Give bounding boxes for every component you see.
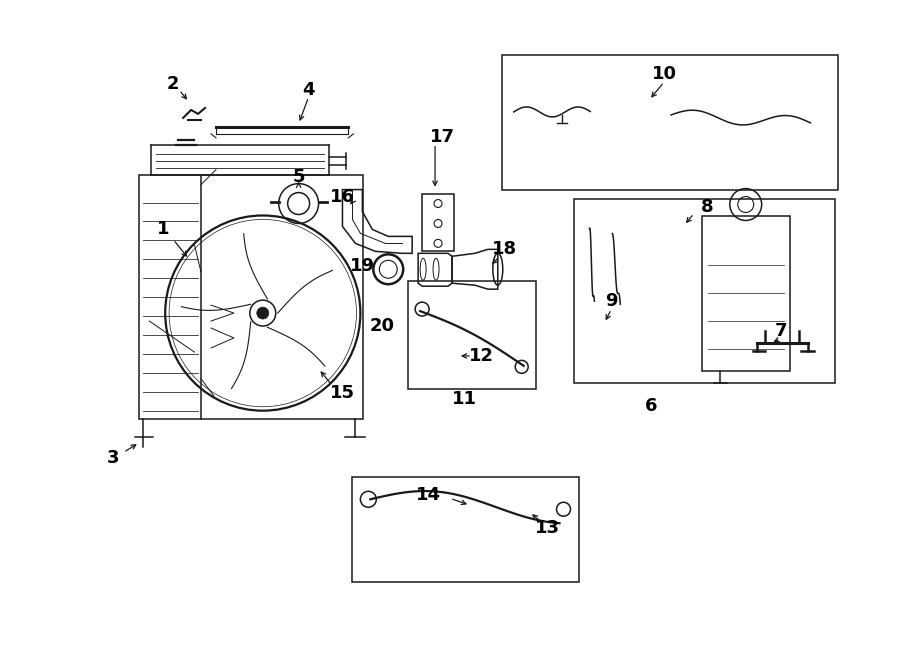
Text: 19: 19: [350, 257, 375, 275]
Text: 11: 11: [453, 390, 477, 408]
Text: 5: 5: [292, 168, 305, 186]
Text: 10: 10: [652, 65, 677, 83]
Bar: [409, 281, 536, 389]
Bar: [502, 55, 839, 190]
Text: 2: 2: [166, 75, 179, 93]
Text: 14: 14: [416, 486, 441, 504]
Text: 1: 1: [157, 220, 169, 239]
Text: 4: 4: [302, 81, 315, 99]
Text: 17: 17: [429, 128, 454, 146]
Bar: [353, 477, 580, 582]
Bar: [574, 198, 835, 383]
Text: 8: 8: [700, 198, 713, 215]
Text: 12: 12: [470, 347, 494, 365]
Text: 20: 20: [370, 317, 395, 335]
Text: 13: 13: [536, 519, 560, 537]
Text: 18: 18: [492, 241, 517, 258]
Text: 16: 16: [330, 188, 355, 206]
Text: 6: 6: [645, 397, 657, 414]
Bar: [422, 194, 454, 251]
Text: 7: 7: [774, 322, 787, 340]
Text: 3: 3: [107, 449, 120, 467]
Text: 15: 15: [330, 384, 355, 402]
Circle shape: [256, 307, 269, 319]
Text: 9: 9: [605, 292, 617, 310]
